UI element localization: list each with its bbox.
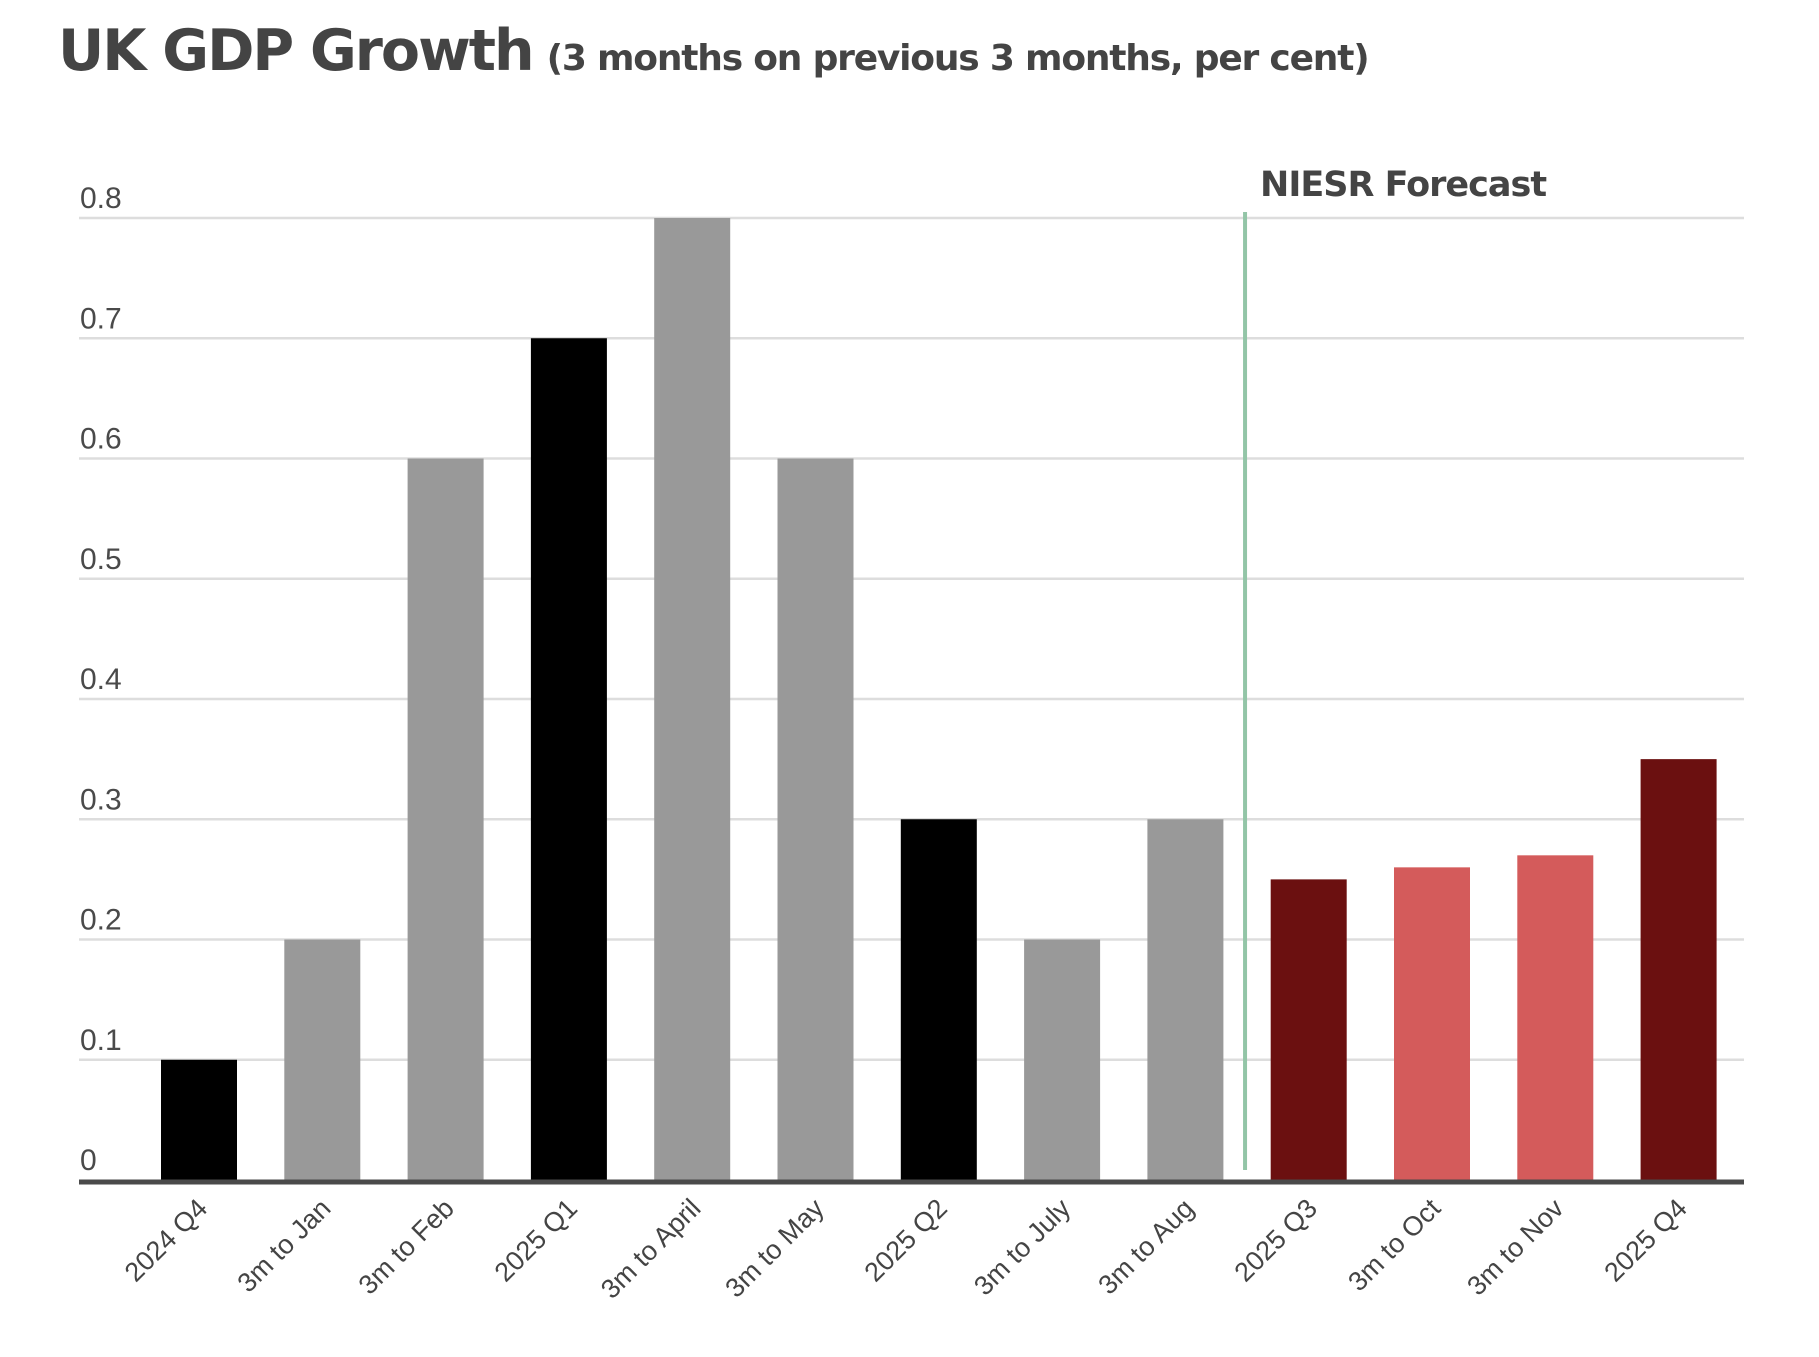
bar-monthly-actual — [1024, 939, 1101, 1180]
x-tick-label: 2025 Q1 — [489, 1193, 583, 1287]
x-tick-label: 2025 Q2 — [859, 1193, 953, 1287]
chart-title: UK GDP Growth — [58, 18, 535, 84]
x-tick-label: 2025 Q3 — [1228, 1193, 1322, 1287]
x-tick-label: 3m to Oct — [1342, 1193, 1446, 1297]
x-axis-tick-labels: 2024 Q4 3m to Jan 3m to Feb 2025 Q1 3m to Ap… — [119, 1193, 1693, 1305]
chart-subtitle: (3 months on previous 3 months, per cent… — [546, 38, 1370, 79]
forecast-annotation: NIESR Forecast — [1260, 165, 1546, 205]
bar-quarter-actual — [900, 819, 977, 1180]
bar-quarter-forecast — [1270, 879, 1347, 1180]
y-tick-label: 0.1 — [80, 1024, 122, 1057]
forecast-marker: NIESR Forecast — [1243, 165, 1547, 1170]
x-tick-label: 3m to Aug — [1092, 1193, 1199, 1300]
chart-title-block: UK GDP Growth (3 months on previous 3 mon… — [58, 18, 1370, 84]
bar-monthly-forecast — [1517, 855, 1594, 1180]
bar-quarter-actual — [530, 338, 607, 1180]
x-tick-label: 3m to Jan — [231, 1193, 336, 1298]
y-tick-label: 0.3 — [80, 783, 122, 816]
y-axis-tick-labels: 0 0.1 0.2 0.3 0.4 0.5 0.6 0.7 0.8 — [80, 182, 122, 1177]
y-tick-label: 0.2 — [80, 904, 122, 937]
y-tick-label: 0.8 — [80, 182, 122, 215]
y-tick-label: 0.4 — [80, 663, 122, 696]
x-tick-label: 3m to Nov — [1461, 1193, 1570, 1302]
y-tick-label: 0.5 — [80, 543, 122, 576]
bar-monthly-actual — [407, 458, 484, 1180]
bar-monthly-actual — [284, 939, 361, 1180]
bar-monthly-actual — [1147, 819, 1224, 1180]
x-tick-label: 2024 Q4 — [119, 1193, 213, 1287]
bar-quarter-forecast — [1640, 759, 1717, 1180]
bar-monthly-actual — [654, 218, 731, 1180]
y-tick-label: 0.6 — [80, 423, 122, 456]
bar-monthly-actual — [777, 458, 854, 1180]
y-tick-label: 0.7 — [80, 302, 122, 335]
bar-monthly-forecast — [1394, 867, 1470, 1180]
y-tick-label: 0 — [80, 1144, 97, 1177]
x-tick-label: 3m to Feb — [353, 1193, 460, 1300]
x-tick-label: 3m to April — [595, 1193, 706, 1304]
bar-quarter-actual — [161, 1059, 237, 1180]
bars — [161, 218, 1717, 1180]
x-tick-label: 2025 Q4 — [1598, 1193, 1692, 1287]
x-tick-label: 3m to July — [968, 1193, 1077, 1302]
x-tick-label: 3m to May — [719, 1193, 830, 1304]
